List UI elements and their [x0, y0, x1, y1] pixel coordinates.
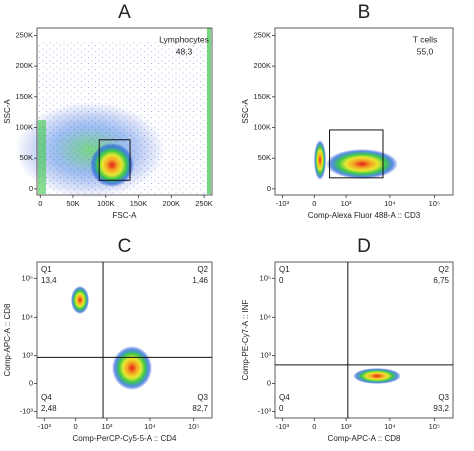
x-axis-label: Comp-Alexa Fluor 488-A :: CD3 [308, 211, 421, 220]
y-tick-label: 50K [258, 153, 271, 162]
panel-title: A [118, 2, 131, 23]
quadrant-value: 13,4 [41, 276, 57, 285]
y-tick-label: 10³ [260, 351, 271, 360]
x-tick-label: 10⁴ [384, 422, 396, 431]
x-tick-label: 100K [97, 199, 115, 208]
x-tick-label: 10⁴ [144, 422, 156, 431]
panel-title: D [357, 236, 371, 257]
y-tick-label: 150K [15, 92, 33, 101]
x-tick-label: 0 [312, 199, 316, 208]
x-tick-label: 10⁴ [384, 199, 396, 208]
y-axis-label: Comp-PE-Cy7-A :: INF [241, 299, 250, 380]
y-tick-label: 10⁵ [22, 273, 33, 282]
panel-title: C [118, 236, 132, 257]
panel-title: B [358, 2, 371, 23]
gate-value: 48,3 [176, 46, 193, 56]
x-tick-label: 150K [130, 199, 148, 208]
quadrant-name: Q2 [438, 265, 449, 274]
y-axis-label: SSC-A [3, 99, 12, 124]
y-tick-label: -10³ [258, 406, 272, 415]
x-tick-label: 10⁵ [429, 422, 440, 431]
x-tick-label: 250K [195, 199, 213, 208]
y-tick-label: 0 [29, 184, 33, 193]
x-tick-label: 10⁵ [429, 199, 440, 208]
y-tick-label: 150K [253, 92, 271, 101]
x-axis-label: Comp-PerCP-Cy5-5-A :: CD4 [72, 434, 177, 443]
gate [329, 129, 384, 179]
y-tick-label: 200K [15, 61, 33, 70]
x-tick-label: 10⁵ [188, 422, 199, 431]
y-tick-label: 0 [267, 379, 271, 388]
y-tick-label: 10⁵ [260, 273, 271, 282]
quadrant-value: 6,75 [433, 276, 449, 285]
quadrant-value: 0 [279, 404, 284, 413]
quadrant-name: Q3 [438, 393, 449, 402]
y-tick-label: 50K [20, 153, 33, 162]
gate [98, 139, 131, 181]
plot-frame [36, 261, 213, 419]
x-tick-label: 10³ [101, 422, 112, 431]
y-axis-label: SSC-A [241, 99, 250, 124]
x-tick-label: 0 [74, 422, 78, 431]
x-tick-label: -10³ [276, 199, 290, 208]
gate-name: Lymphocytes [159, 34, 209, 44]
y-tick-label: 0 [29, 379, 33, 388]
gate-name: T cells [413, 34, 437, 44]
y-tick-label: 200K [253, 61, 271, 70]
quadrant-name: Q1 [279, 265, 290, 274]
y-tick-label: 10⁴ [259, 312, 271, 321]
plot-frame [274, 27, 454, 196]
y-tick-label: 0 [267, 184, 271, 193]
quadrant-name: Q4 [41, 393, 52, 402]
quadrant-value: 0 [279, 276, 284, 285]
x-tick-label: -10³ [38, 422, 52, 431]
y-tick-label: 250K [253, 30, 271, 39]
quadrant-name: Q2 [197, 265, 208, 274]
quadrant-value: 82,7 [192, 404, 208, 413]
density-decoration [15, 28, 401, 390]
x-tick-label: 0 [38, 199, 42, 208]
quadrant-value: 93,2 [433, 404, 449, 413]
quadrant-value: 1,46 [192, 276, 208, 285]
x-axis-label: Comp-APC-A :: CD8 [328, 434, 401, 443]
y-tick-label: 100K [15, 122, 33, 131]
y-tick-label: 10³ [22, 351, 33, 360]
y-tick-label: -10³ [20, 406, 34, 415]
x-tick-label: 10³ [341, 199, 352, 208]
y-axis-label: Comp-APC-A :: CD8 [3, 303, 12, 376]
x-tick-label: -10³ [276, 422, 290, 431]
x-tick-label: 50K [66, 199, 79, 208]
gate-value: 55,0 [417, 46, 434, 56]
quadrant-name: Q4 [279, 393, 290, 402]
y-tick-label: 10⁴ [21, 312, 33, 321]
y-tick-label: 250K [15, 30, 33, 39]
x-axis-label: FSC-A [113, 211, 138, 220]
x-tick-label: 200K [163, 199, 181, 208]
plot-frame [274, 261, 454, 419]
x-tick-label: 0 [312, 422, 316, 431]
plot-frame [36, 27, 213, 196]
x-tick-label: 10³ [341, 422, 352, 431]
quadrant-name: Q1 [41, 265, 52, 274]
quadrant-name: Q3 [197, 393, 208, 402]
y-tick-label: 100K [253, 122, 271, 131]
quadrant-value: 2,48 [41, 404, 57, 413]
